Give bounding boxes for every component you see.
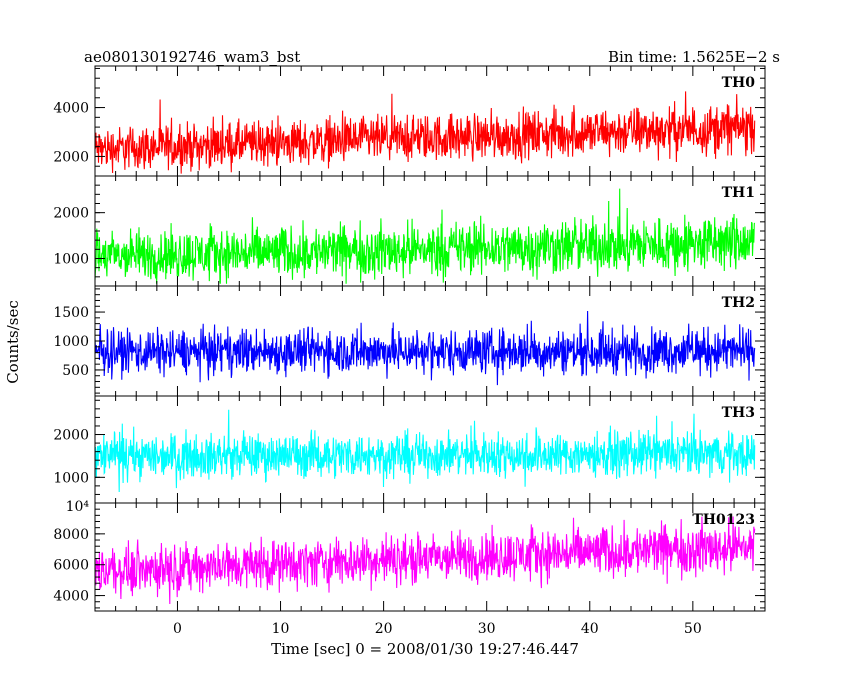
x-tick-label: 40 bbox=[581, 621, 599, 637]
panel-label: TH3 bbox=[722, 405, 755, 421]
panel-label: TH2 bbox=[722, 295, 755, 311]
y-tick-label: 1000 bbox=[53, 252, 89, 268]
x-tick-label: 30 bbox=[478, 621, 496, 637]
panel-th1: 1000 2000 TH1 bbox=[53, 175, 766, 287]
y-tick-label: 8000 bbox=[53, 527, 89, 543]
y-tick-label: 1000 bbox=[53, 470, 89, 486]
x-axis-label: Time [sec] 0 = 2008/01/30 19:27:46.447 bbox=[271, 640, 579, 658]
axis-exponent-label: 10⁴ bbox=[66, 499, 90, 515]
y-tick-label: 2000 bbox=[53, 206, 89, 222]
x-tick-label: 10 bbox=[272, 621, 290, 637]
y-tick-label: 500 bbox=[62, 363, 89, 379]
series-th0 bbox=[95, 91, 756, 174]
y-tick-label: 2000 bbox=[53, 428, 89, 444]
panel-th0123: 4000 6000 8000 TH0123 0 10 20 30 40 50 bbox=[53, 502, 766, 637]
panel-label: TH0 bbox=[722, 75, 756, 91]
y-tick-label: 1500 bbox=[53, 305, 89, 321]
chart-title-right: Bin time: 1.5625E−2 s bbox=[608, 48, 780, 66]
y-tick-label: 2000 bbox=[53, 149, 89, 165]
panel-label: TH0123 bbox=[692, 512, 755, 528]
panel-frame bbox=[94, 175, 766, 287]
x-tick-label: 0 bbox=[173, 621, 182, 637]
series-th3 bbox=[95, 409, 756, 493]
panel-label: TH1 bbox=[722, 185, 755, 201]
panel-th3: 1000 2000 TH3 10⁴ bbox=[53, 395, 766, 515]
panel-frame bbox=[94, 502, 766, 612]
series-th2 bbox=[95, 310, 756, 386]
panels-group: 20004000TH010002000TH150010001500TH21000… bbox=[53, 65, 766, 637]
chart-title-left: ae080130192746_wam3_bst bbox=[84, 48, 300, 66]
y-tick-label: 6000 bbox=[53, 558, 89, 574]
y-axis-label: Counts/sec bbox=[4, 300, 22, 384]
y-tick-label: 4000 bbox=[53, 589, 89, 605]
panel-th0: 2000 4000 TH0 bbox=[53, 65, 766, 177]
x-tick-label: 50 bbox=[684, 621, 702, 637]
x-tick-label: 20 bbox=[375, 621, 393, 637]
panel-th2: 500 1000 1500 TH2 bbox=[53, 285, 766, 397]
panel-frame bbox=[94, 65, 766, 177]
y-tick-label: 1000 bbox=[53, 334, 89, 350]
series-th0123 bbox=[95, 516, 756, 605]
series-th1 bbox=[95, 188, 756, 284]
y-tick-label: 4000 bbox=[53, 101, 89, 117]
